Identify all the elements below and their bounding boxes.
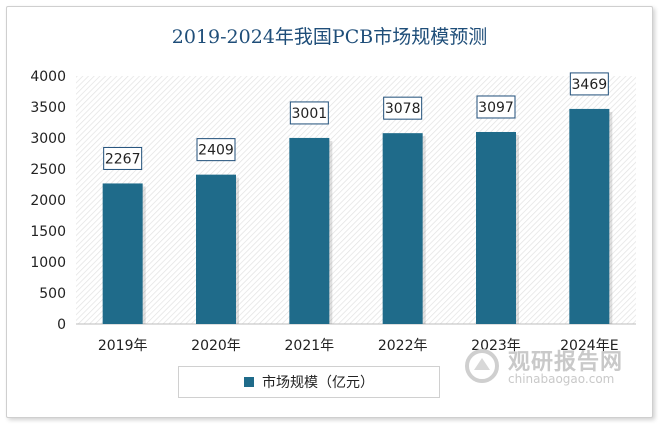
bar bbox=[382, 133, 423, 324]
data-label-box bbox=[289, 101, 329, 125]
bar bbox=[196, 174, 236, 324]
plot-area bbox=[76, 76, 636, 324]
data-label: 3097 bbox=[478, 100, 514, 116]
y-tick-label: 2000 bbox=[30, 193, 66, 209]
y-tick-label: 500 bbox=[39, 286, 66, 302]
data-label-box bbox=[569, 72, 609, 96]
bar bbox=[476, 131, 516, 324]
data-label-box bbox=[383, 96, 423, 120]
watermark-logo-icon bbox=[465, 349, 499, 383]
legend: 市场规模（亿元） bbox=[178, 366, 440, 398]
bar bbox=[569, 108, 610, 324]
y-tick-label: 2500 bbox=[30, 162, 66, 178]
data-label: 3001 bbox=[292, 106, 328, 122]
x-tick-label: 2022年 bbox=[378, 338, 428, 354]
data-label: 3078 bbox=[385, 101, 421, 117]
x-tick-label: 2020年 bbox=[191, 338, 241, 354]
y-tick-label: 3000 bbox=[30, 131, 66, 147]
legend-label: 市场规模（亿元） bbox=[262, 375, 374, 391]
data-label-box bbox=[103, 146, 143, 170]
data-label-box bbox=[476, 95, 516, 119]
legend-swatch bbox=[244, 377, 254, 387]
y-tick-label: 0 bbox=[57, 317, 66, 333]
chart-title: 2019-2024年我国PCB市场规模预测 bbox=[171, 26, 488, 48]
data-label: 3469 bbox=[572, 77, 608, 93]
data-label-box bbox=[196, 138, 236, 162]
watermark: 观研报告网 chinabaogao.com bbox=[460, 344, 640, 390]
x-tick-label: 2019年 bbox=[98, 338, 148, 354]
bar bbox=[289, 137, 330, 324]
data-label: 2409 bbox=[198, 143, 234, 159]
y-tick-label: 1500 bbox=[30, 224, 66, 240]
x-tick-label: 2021年 bbox=[285, 338, 335, 354]
watermark-cn: 观研报告网 bbox=[508, 350, 624, 375]
y-tick-label: 4000 bbox=[30, 69, 66, 85]
bar bbox=[102, 183, 143, 324]
y-tick-label: 1000 bbox=[30, 255, 66, 271]
x-tick-label: 2024年E bbox=[560, 338, 618, 354]
y-tick-label: 3500 bbox=[30, 100, 66, 116]
data-label: 2267 bbox=[105, 151, 141, 167]
watermark-en: chinabaogao.com bbox=[508, 372, 615, 386]
